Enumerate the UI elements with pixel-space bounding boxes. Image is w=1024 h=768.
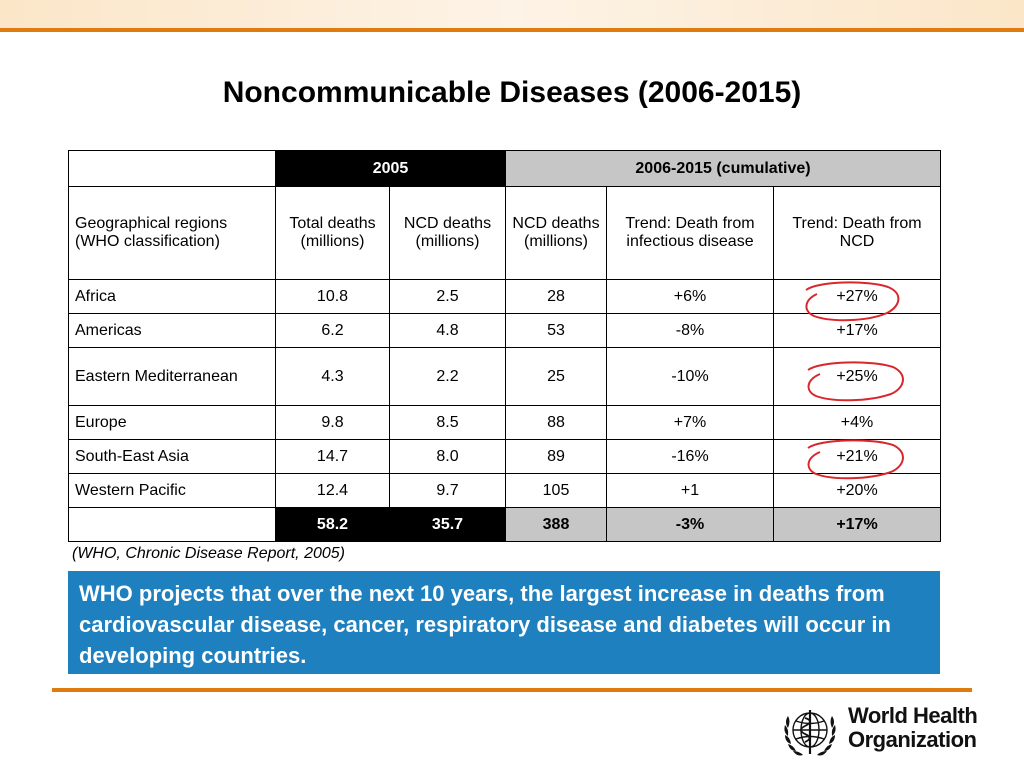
cell-trend-infectious: +1: [606, 473, 774, 508]
cell-region: South-East Asia: [68, 439, 276, 474]
cell-trend-infectious: -16%: [606, 439, 774, 474]
cell-trend-ncd: +4%: [773, 405, 941, 440]
callout-text: WHO projects that over the next 10 years…: [79, 581, 891, 668]
col-header-trend-ncd: Trend: Death from NCD: [773, 186, 941, 280]
slide-title: Noncommunicable Diseases (2006-2015): [222, 76, 802, 109]
cell-region: Europe: [68, 405, 276, 440]
trend-ncd-total: +17%: [773, 507, 941, 542]
who-logo-line1: World Health: [848, 703, 978, 728]
table-column-header-row: Geographical regions (WHO classification…: [68, 186, 941, 280]
top-orange-rule: [0, 28, 1024, 32]
cell-trend-ncd: +20%: [773, 473, 941, 508]
who-emblem-icon: [784, 710, 836, 756]
table-row: Africa 10.8 2.5 28 +6% +27%: [68, 279, 941, 314]
cell-ncd-deaths-2005: 4.8: [389, 313, 506, 348]
cell-ncd-deaths-cumulative: 28: [505, 279, 607, 314]
cell-ncd-deaths-2005: 2.2: [389, 347, 506, 406]
source-citation: (WHO, Chronic Disease Report, 2005): [72, 545, 345, 562]
table-row: Americas 6.2 4.8 53 -8% +17%: [68, 313, 941, 348]
col-header-trend-infectious: Trend: Death from infectious disease: [606, 186, 774, 280]
table-row: South-East Asia 14.7 8.0 89 -16% +21%: [68, 439, 941, 474]
cell-total-deaths: 6.2: [275, 313, 390, 348]
cell-total-deaths: 12.4: [275, 473, 390, 508]
cell-trend-ncd: +17%: [773, 313, 941, 348]
cell-ncd-deaths-2005: 2.5: [389, 279, 506, 314]
table-group-header-row: 2005 2006-2015 (cumulative): [68, 150, 941, 187]
cell-region: Western Pacific: [68, 473, 276, 508]
cell-ncd-deaths-cumulative: 53: [505, 313, 607, 348]
ncd-table: 2005 2006-2015 (cumulative) Geographical…: [68, 150, 941, 542]
header-empty-cell: [68, 150, 276, 187]
header-cumulative: 2006-2015 (cumulative): [505, 150, 941, 187]
table-row: Europe 9.8 8.5 88 +7% +4%: [68, 405, 941, 440]
bottom-orange-rule: [52, 688, 972, 692]
cell-trend-ncd: +27%: [773, 279, 941, 314]
cell-trend-infectious: -8%: [606, 313, 774, 348]
top-banner: [0, 0, 1024, 32]
cell-region: Americas: [68, 313, 276, 348]
callout-box: WHO projects that over the next 10 years…: [68, 571, 940, 674]
cell-total-deaths: 4.3: [275, 347, 390, 406]
col-header-ncd-deaths-2005: NCD deaths (millions): [389, 186, 506, 280]
cell-ncd-deaths-cumulative: 88: [505, 405, 607, 440]
cell-ncd-deaths-2005: 9.7: [389, 473, 506, 508]
cell-trend-ncd: +25%: [773, 347, 941, 406]
col-header-region: Geographical regions (WHO classification…: [68, 186, 276, 280]
cell-region: Eastern Mediterranean: [68, 347, 276, 406]
cell-region: Africa: [68, 279, 276, 314]
who-logo: World Health Organization: [778, 698, 978, 762]
cell-ncd-deaths-2005: 8.5: [389, 405, 506, 440]
cell-total-deaths: 10.8: [275, 279, 390, 314]
trend-infectious-total: -3%: [606, 507, 774, 542]
table-totals-row: 58.2 35.7 388 -3% +17%: [68, 507, 941, 542]
cell-total-deaths: 14.7: [275, 439, 390, 474]
table-row: Western Pacific 12.4 9.7 105 +1 +20%: [68, 473, 941, 508]
who-logo-text: World Health Organization: [848, 703, 978, 752]
cell-ncd-deaths-2005: 8.0: [389, 439, 506, 474]
header-2005: 2005: [275, 150, 506, 187]
cell-total-deaths: 9.8: [275, 405, 390, 440]
cell-ncd-deaths-cumulative: 25: [505, 347, 607, 406]
cell-ncd-deaths-cumulative: 89: [505, 439, 607, 474]
table-row: Eastern Mediterranean 4.3 2.2 25 -10% +2…: [68, 347, 941, 406]
cell-ncd-deaths-cumulative: 105: [505, 473, 607, 508]
cell-trend-ncd: +21%: [773, 439, 941, 474]
totals-empty-cell: [68, 507, 276, 542]
who-logo-line2: Organization: [848, 727, 977, 752]
cell-trend-infectious: +6%: [606, 279, 774, 314]
col-header-total-deaths: Total deaths (millions): [275, 186, 390, 280]
ncd-deaths-2005-sum: 35.7: [389, 507, 506, 542]
total-deaths-sum: 58.2: [275, 507, 390, 542]
cell-trend-infectious: -10%: [606, 347, 774, 406]
ncd-deaths-cumulative-sum: 388: [505, 507, 607, 542]
cell-trend-infectious: +7%: [606, 405, 774, 440]
col-header-ncd-deaths-cumulative: NCD deaths (millions): [505, 186, 607, 280]
